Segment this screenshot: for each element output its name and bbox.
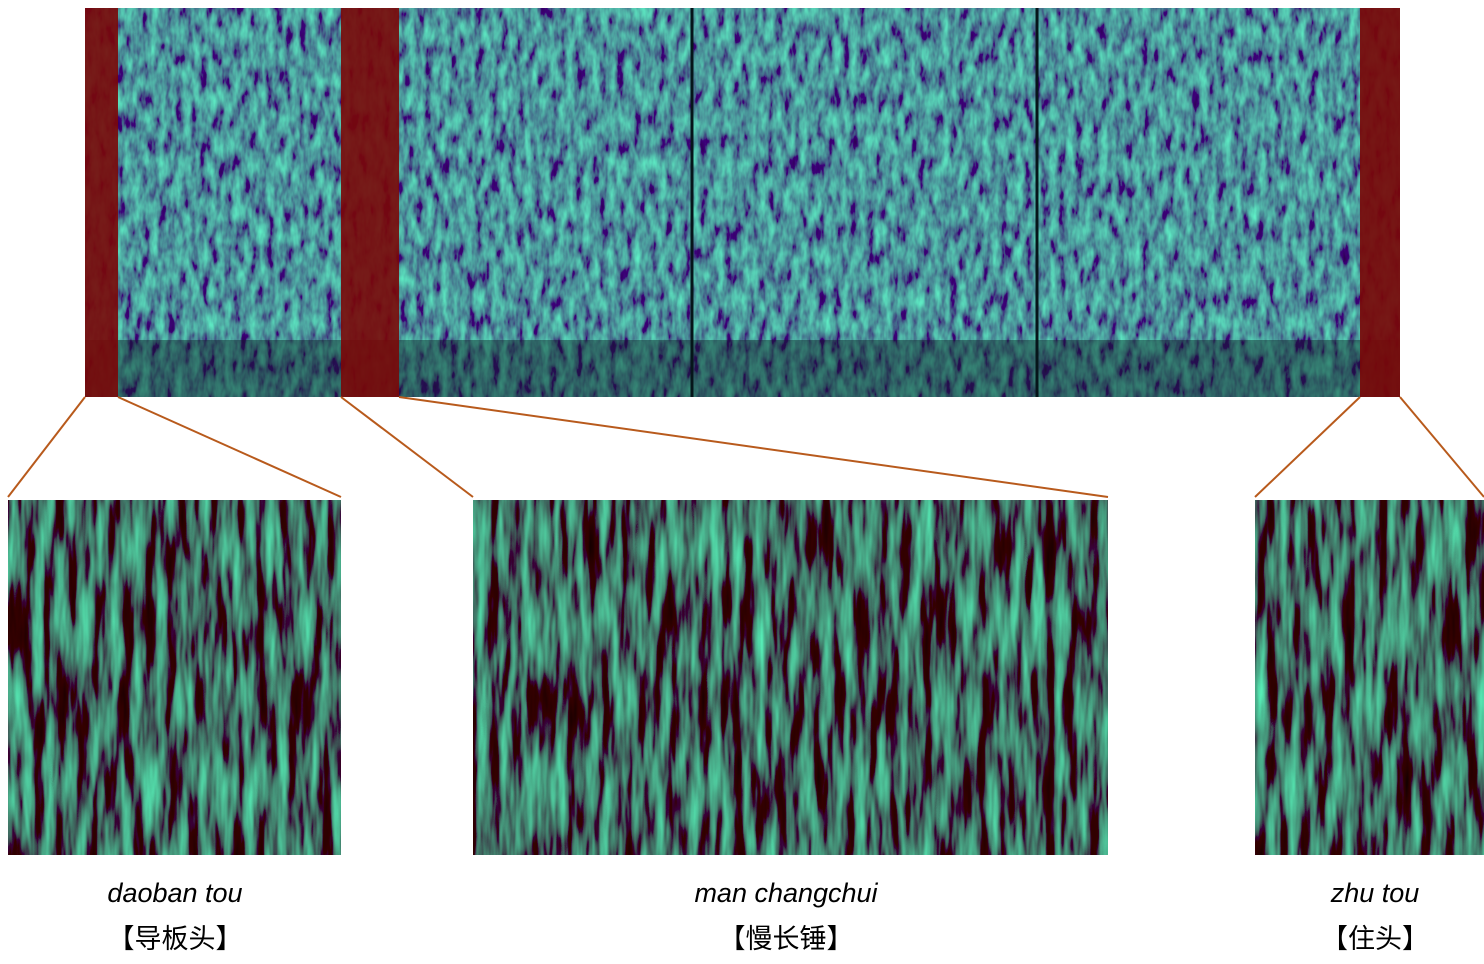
zoom-lines [8, 397, 1484, 497]
detail-spectrogram [473, 500, 1108, 855]
panel-label: zhu tou [1330, 878, 1420, 908]
panel-label: daoban tou [107, 878, 242, 908]
main-spectrogram [85, 8, 1400, 397]
panel-label: man changchui [694, 878, 878, 908]
highlight-band [341, 8, 399, 397]
figure: daoban tou 【导板头】 man changchui 【慢长锤】 zhu… [0, 0, 1484, 964]
highlight-band [85, 8, 118, 397]
highlight-band [1360, 8, 1400, 397]
panel-label-chinese: 【住头】 [1321, 924, 1429, 954]
panel-label-chinese: 【慢长锤】 [719, 924, 854, 954]
detail-spectrogram [8, 500, 341, 855]
detail-spectrogram [1255, 500, 1484, 855]
panel-label-chinese: 【导板头】 [108, 924, 243, 954]
